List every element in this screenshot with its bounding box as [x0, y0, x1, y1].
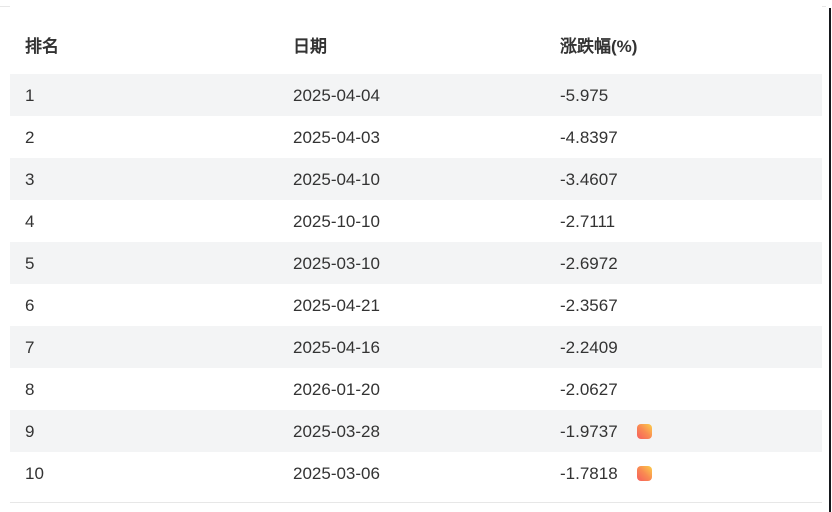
- table-row: 7 2025-04-16 -2.2409: [10, 326, 822, 368]
- change-cell: -1.7818: [560, 465, 822, 482]
- date-cell: 2025-03-06: [293, 463, 380, 483]
- table-row: 10 2025-03-06 -1.7818: [10, 452, 822, 494]
- date-cell: 2025-10-10: [293, 211, 380, 231]
- rank-cell: 7: [25, 337, 35, 357]
- column-header-date: 日期: [293, 36, 327, 56]
- table-row: 3 2025-04-10 -3.4607: [10, 158, 822, 200]
- rank-cell: 2: [25, 127, 35, 147]
- rank-cell: 4: [25, 211, 35, 231]
- table-row: 8 2026-01-20 -2.0627: [10, 368, 822, 410]
- change-value: -3.4607: [560, 169, 618, 189]
- date-cell: 2025-04-04: [293, 85, 380, 105]
- date-cell: 2025-04-10: [293, 169, 380, 189]
- rank-cell: 8: [25, 379, 35, 399]
- ranking-table: 排名 日期 涨跌幅(%) 1 2025-04-04 -5.975 2 2025-…: [10, 6, 822, 503]
- change-cell: -5.975: [560, 87, 822, 104]
- change-value: -2.3567: [560, 295, 618, 315]
- change-cell: -2.3567: [560, 297, 822, 314]
- hot-badge-icon: [636, 465, 652, 481]
- table-row: 9 2025-03-28 -1.9737: [10, 410, 822, 452]
- date-cell: 2025-04-16: [293, 337, 380, 357]
- column-header-rank: 排名: [25, 36, 59, 56]
- column-header-change: 涨跌幅(%): [560, 36, 638, 56]
- rank-cell: 10: [25, 463, 44, 483]
- date-cell: 2026-01-20: [293, 379, 380, 399]
- change-cell: -3.4607: [560, 171, 822, 188]
- date-cell: 2025-03-10: [293, 253, 380, 273]
- change-value: -1.9737: [560, 421, 618, 441]
- date-cell: 2025-04-21: [293, 295, 380, 315]
- change-value: -2.7111: [560, 211, 616, 231]
- rank-cell: 6: [25, 295, 35, 315]
- rank-cell: 9: [25, 421, 35, 441]
- change-cell: -2.6972: [560, 255, 822, 272]
- table-row: 1 2025-04-04 -5.975: [10, 74, 822, 116]
- rank-cell: 1: [25, 85, 35, 105]
- change-value: -2.0627: [560, 379, 618, 399]
- change-value: -5.975: [560, 85, 609, 105]
- table-header-row: 排名 日期 涨跌幅(%): [10, 6, 822, 74]
- date-cell: 2025-03-28: [293, 421, 380, 441]
- date-cell: 2025-04-03: [293, 127, 380, 147]
- bottom-divider: [10, 502, 822, 503]
- table-row: 2 2025-04-03 -4.8397: [10, 116, 822, 158]
- change-cell: -2.2409: [560, 339, 822, 356]
- window-right-border: [829, 8, 831, 512]
- rank-cell: 5: [25, 253, 35, 273]
- hot-badge-icon: [636, 423, 652, 439]
- table-body: 1 2025-04-04 -5.975 2 2025-04-03 -4.8397…: [10, 74, 822, 494]
- table-row: 4 2025-10-10 -2.7111: [10, 200, 822, 242]
- change-value: -2.6972: [560, 253, 618, 273]
- change-value: -2.2409: [560, 337, 618, 357]
- change-cell: -1.9737: [560, 423, 822, 440]
- change-cell: -2.0627: [560, 381, 822, 398]
- change-value: -4.8397: [560, 127, 618, 147]
- rank-cell: 3: [25, 169, 35, 189]
- change-value: -1.7818: [560, 463, 618, 483]
- change-cell: -2.7111: [560, 213, 822, 230]
- table-row: 6 2025-04-21 -2.3567: [10, 284, 822, 326]
- table-row: 5 2025-03-10 -2.6972: [10, 242, 822, 284]
- change-cell: -4.8397: [560, 129, 822, 146]
